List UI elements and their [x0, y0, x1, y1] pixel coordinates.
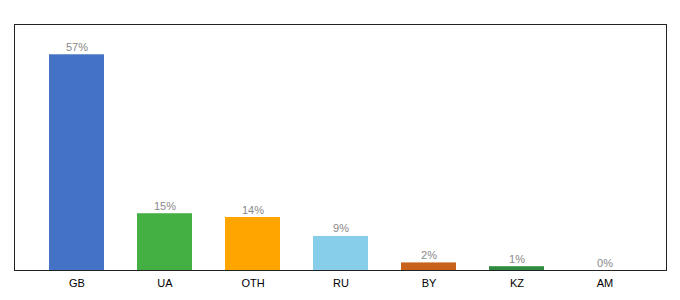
svg-text:OTH: OTH [241, 277, 264, 289]
svg-text:2%: 2% [421, 249, 437, 261]
svg-text:AM: AM [597, 277, 614, 289]
svg-text:57%: 57% [66, 41, 88, 53]
svg-text:0%: 0% [597, 257, 613, 269]
svg-text:UA: UA [157, 277, 173, 289]
svg-text:KZ: KZ [510, 277, 524, 289]
svg-text:15%: 15% [154, 200, 176, 212]
svg-text:14%: 14% [242, 204, 264, 216]
svg-text:1%: 1% [509, 253, 525, 265]
svg-text:BY: BY [422, 277, 437, 289]
svg-text:GB: GB [69, 277, 85, 289]
svg-text:RU: RU [333, 277, 349, 289]
svg-text:9%: 9% [333, 222, 349, 234]
